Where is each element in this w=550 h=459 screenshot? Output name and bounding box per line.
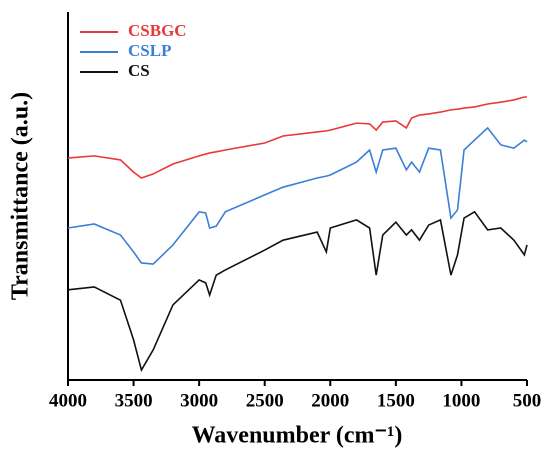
x-tick-label: 500: [513, 390, 542, 411]
x-tick-label: 2000: [311, 390, 349, 411]
x-tick-label: 2500: [246, 390, 284, 411]
legend-label: CSLP: [128, 41, 171, 60]
x-tick-label: 3000: [180, 390, 218, 411]
y-axis-label: Transmittance (a.u.): [8, 92, 34, 300]
legend-label: CS: [128, 61, 150, 80]
series-line: [67, 210, 528, 373]
x-tick-label: 1000: [442, 390, 480, 411]
series-line: [67, 96, 527, 179]
x-tick-label: 1500: [377, 390, 415, 411]
x-tick-label: 4000: [49, 390, 87, 411]
x-axis-label: Wavenumber (cm⁻¹): [192, 423, 403, 449]
x-tick-label: 3500: [115, 390, 153, 411]
legend-label: CSBGC: [128, 21, 187, 40]
series-line: [67, 126, 528, 265]
